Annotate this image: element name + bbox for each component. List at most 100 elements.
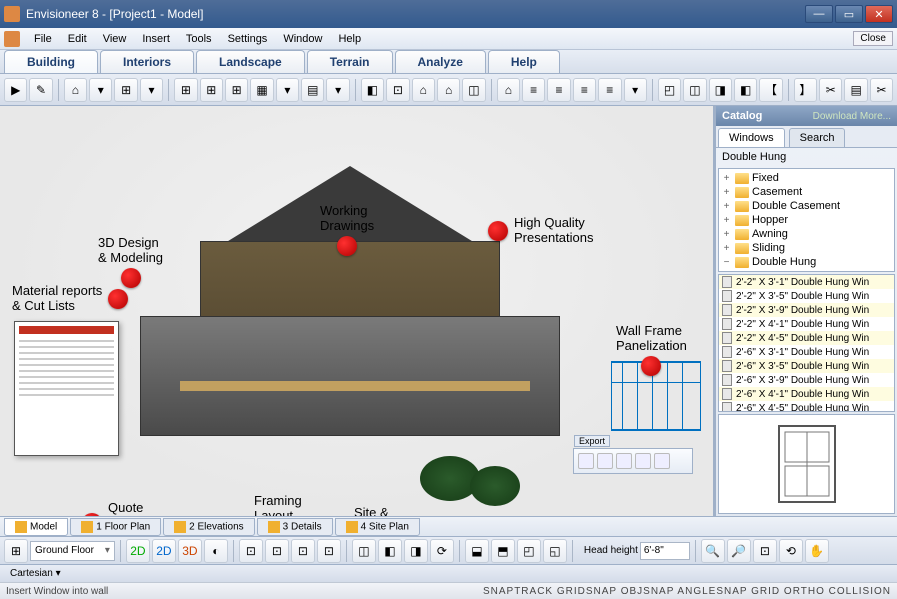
close-button[interactable]: ✕ <box>865 5 893 23</box>
zoom-prev-icon[interactable]: ⟲ <box>779 539 803 563</box>
list-item[interactable]: 2'-6" X 4'-5" Double Hung Win <box>719 401 894 412</box>
toolbar-button[interactable]: ◰ <box>658 78 681 102</box>
catalog-tree[interactable]: +Fixed+Casement+Double Casement+Hopper+A… <box>718 168 895 272</box>
view-tab[interactable]: Model <box>4 518 68 536</box>
list-item[interactable]: 2'-2" X 4'-1" Double Hung Win <box>719 317 894 331</box>
tool-icon[interactable]: ◱ <box>543 539 567 563</box>
tool-icon[interactable]: 3D <box>178 539 202 563</box>
list-item[interactable]: 2'-2" X 3'-5" Double Hung Win <box>719 289 894 303</box>
toolbar-button[interactable]: ⌂ <box>64 78 87 102</box>
tool-icon[interactable]: ⊡ <box>265 539 289 563</box>
toolbar-button[interactable]: ▾ <box>624 78 647 102</box>
tree-node[interactable]: +Hopper <box>721 213 892 227</box>
catalog-list[interactable]: 2'-2" X 3'-1" Double Hung Win2'-2" X 3'-… <box>718 274 895 412</box>
toolbar-button[interactable]: ✂ <box>819 78 842 102</box>
tool-icon[interactable]: ⊡ <box>239 539 263 563</box>
tool-icon[interactable]: 2D <box>126 539 150 563</box>
toolbar-button[interactable]: ▾ <box>326 78 349 102</box>
toolbar-button[interactable]: ⌂ <box>437 78 460 102</box>
tree-node[interactable]: +Sliding <box>721 241 892 255</box>
tool-icon[interactable]: ⟳ <box>430 539 454 563</box>
head-height-input[interactable] <box>640 542 690 560</box>
toolbar-button[interactable]: ≡ <box>573 78 596 102</box>
toolbar-button[interactable]: ✎ <box>29 78 52 102</box>
tool-icon[interactable]: ⊡ <box>317 539 341 563</box>
tab-analyze[interactable]: Analyze <box>395 50 486 73</box>
tool-icon[interactable]: 2D <box>152 539 176 563</box>
tree-node[interactable]: +Double Casement <box>721 199 892 213</box>
download-more-link[interactable]: Download More... <box>813 111 891 122</box>
export-panel[interactable]: Export <box>573 448 693 474</box>
toolbar-button[interactable]: ◧ <box>361 78 384 102</box>
tool-icon[interactable]: ⊡ <box>291 539 315 563</box>
toolbar-button[interactable]: ▤ <box>844 78 867 102</box>
view-tab[interactable]: 3 Details <box>257 518 333 536</box>
tree-node[interactable]: +Casement <box>721 185 892 199</box>
toolbar-button[interactable]: ◧ <box>734 78 757 102</box>
tab-interiors[interactable]: Interiors <box>100 50 194 73</box>
toolbar-button[interactable]: ⌂ <box>497 78 520 102</box>
toolbar-button[interactable]: ◨ <box>709 78 732 102</box>
toolbar-button[interactable]: ≡ <box>598 78 621 102</box>
zoom-out-icon[interactable]: 🔎 <box>727 539 751 563</box>
toolbar-button[interactable]: ⊞ <box>200 78 223 102</box>
tab-help[interactable]: Help <box>488 50 560 73</box>
pan-icon[interactable]: ✋ <box>805 539 829 563</box>
menu-insert[interactable]: Insert <box>134 31 178 47</box>
list-item[interactable]: 2'-6" X 3'-9" Double Hung Win <box>719 373 894 387</box>
list-item[interactable]: 2'-6" X 3'-1" Double Hung Win <box>719 345 894 359</box>
toolbar-button[interactable]: ✂ <box>870 78 893 102</box>
toolbar-button[interactable]: ⌂ <box>412 78 435 102</box>
list-item[interactable]: 2'-2" X 3'-9" Double Hung Win <box>719 303 894 317</box>
catalog-tab-windows[interactable]: Windows <box>718 128 785 147</box>
menu-view[interactable]: View <box>95 31 135 47</box>
floor-select[interactable]: Ground Floor <box>30 541 115 561</box>
menu-tools[interactable]: Tools <box>178 31 220 47</box>
minimize-button[interactable]: — <box>805 5 833 23</box>
menu-help[interactable]: Help <box>330 31 369 47</box>
menu-file[interactable]: File <box>26 31 60 47</box>
layer-icon[interactable]: ⊞ <box>4 539 28 563</box>
tool-icon[interactable]: ◰ <box>517 539 541 563</box>
tool-icon[interactable]: ⬒ <box>491 539 515 563</box>
toolbar-button[interactable]: ⊞ <box>225 78 248 102</box>
tree-node[interactable]: +Fixed <box>721 171 892 185</box>
toolbar-button[interactable]: 【 <box>759 78 782 102</box>
cartesian-mode[interactable]: Cartesian ▾ <box>10 568 61 579</box>
view-tab[interactable]: 4 Site Plan <box>335 518 420 536</box>
tool-icon[interactable]: ◨ <box>404 539 428 563</box>
tab-landscape[interactable]: Landscape <box>196 50 305 73</box>
toolbar-button[interactable]: ◫ <box>462 78 485 102</box>
tool-icon[interactable]: ◫ <box>352 539 376 563</box>
menu-window[interactable]: Window <box>275 31 330 47</box>
toolbar-button[interactable]: ▦ <box>250 78 273 102</box>
tool-icon[interactable]: ⬓ <box>465 539 489 563</box>
tool-icon[interactable]: ◐ <box>204 539 228 563</box>
export-icon[interactable] <box>578 453 594 469</box>
zoom-fit-icon[interactable]: ⊡ <box>753 539 777 563</box>
toolbar-button[interactable]: ▶ <box>4 78 27 102</box>
tab-terrain[interactable]: Terrain <box>307 50 393 73</box>
toolbar-button[interactable]: ⊞ <box>174 78 197 102</box>
tool-icon[interactable]: ◧ <box>378 539 402 563</box>
list-item[interactable]: 2'-6" X 3'-5" Double Hung Win <box>719 359 894 373</box>
toolbar-button[interactable]: ▤ <box>301 78 324 102</box>
toolbar-button[interactable]: 】 <box>794 78 817 102</box>
export-icon[interactable] <box>597 453 613 469</box>
view-tab[interactable]: 1 Floor Plan <box>70 518 161 536</box>
toolbar-button[interactable]: ▾ <box>89 78 112 102</box>
toolbar-button[interactable]: ≡ <box>547 78 570 102</box>
list-item[interactable]: 2'-2" X 3'-1" Double Hung Win <box>719 275 894 289</box>
export-icon[interactable] <box>635 453 651 469</box>
zoom-in-icon[interactable]: 🔍 <box>701 539 725 563</box>
catalog-tab-search[interactable]: Search <box>789 128 846 147</box>
toolbar-button[interactable]: ≡ <box>522 78 545 102</box>
tab-building[interactable]: Building <box>4 50 98 73</box>
toolbar-button[interactable]: ⊞ <box>114 78 137 102</box>
canvas[interactable]: Export 3D Design & ModelingWorking Drawi… <box>0 106 715 516</box>
view-tab[interactable]: 2 Elevations <box>163 518 254 536</box>
toolbar-button[interactable]: ⊡ <box>386 78 409 102</box>
toolbar-button[interactable]: ▾ <box>140 78 163 102</box>
toolbar-button[interactable]: ◫ <box>683 78 706 102</box>
tree-node[interactable]: +Awning <box>721 227 892 241</box>
